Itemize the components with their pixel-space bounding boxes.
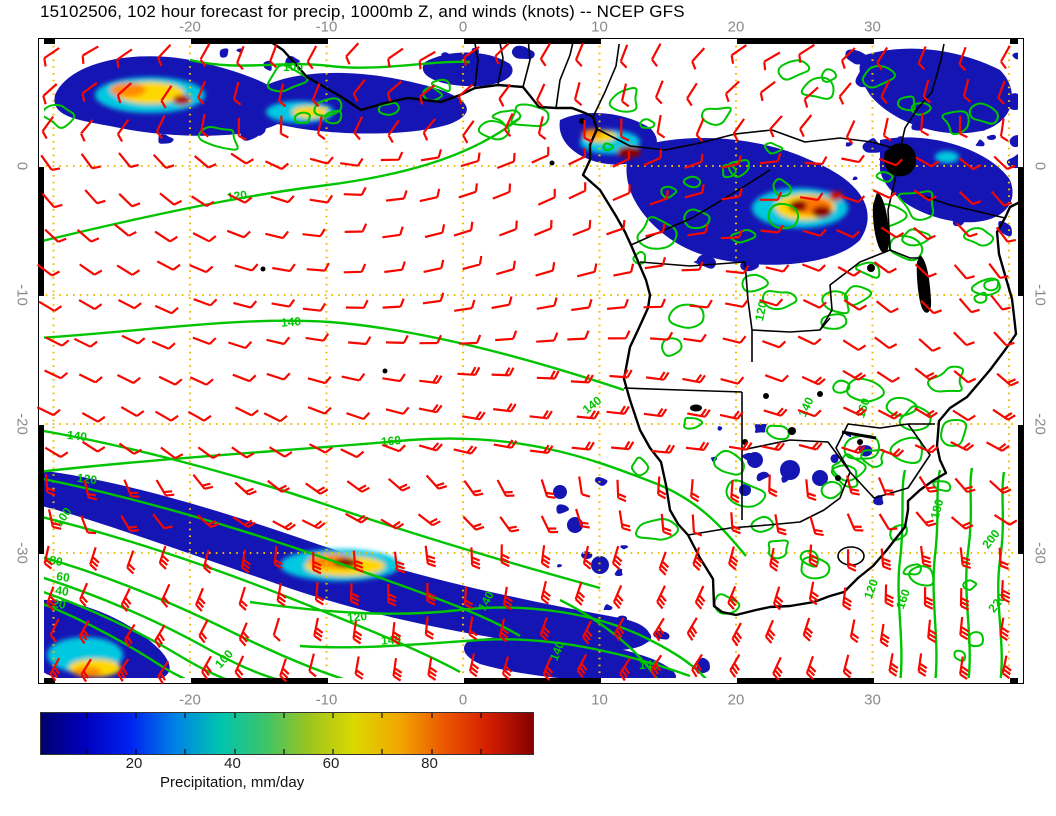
contour-label: 120 bbox=[76, 470, 98, 488]
lat-tick-left: -20 bbox=[13, 413, 31, 435]
contour-label: 140 bbox=[638, 658, 660, 672]
colorbar-tick bbox=[381, 713, 384, 718]
colorbar-tick bbox=[282, 713, 285, 718]
contour-label: 140 bbox=[280, 314, 302, 330]
colorbar-tick bbox=[479, 749, 482, 754]
colorbar-tick bbox=[430, 749, 433, 754]
contour-label: 80 bbox=[48, 552, 64, 570]
colorbar-tick bbox=[184, 749, 187, 754]
lon-tick-bottom: 10 bbox=[591, 691, 608, 709]
lon-tick-top: -10 bbox=[315, 18, 338, 36]
lon-tick-top: 0 bbox=[458, 18, 468, 36]
contour-label: 140 bbox=[380, 632, 402, 648]
colorbar-tick bbox=[85, 713, 88, 718]
colorbar-tick bbox=[332, 713, 334, 718]
contour-label: 120 bbox=[346, 608, 368, 626]
colorbar-tick bbox=[135, 749, 137, 754]
colorbar-tick-label: 20 bbox=[125, 755, 143, 772]
lat-tick-left: 0 bbox=[13, 161, 31, 171]
colorbar-tick-label: 40 bbox=[224, 755, 241, 772]
contour-label: 120 bbox=[226, 187, 248, 205]
colorbar-tick bbox=[332, 749, 334, 754]
colorbar-tick bbox=[135, 713, 137, 718]
colorbar-tick bbox=[479, 713, 482, 718]
contour-label: 100 bbox=[282, 60, 304, 74]
lat-tick-right: -30 bbox=[1031, 542, 1049, 564]
colorbar-tick-label: 80 bbox=[421, 755, 438, 772]
lon-tick-bottom: -20 bbox=[179, 691, 201, 709]
lon-tick-bottom: 0 bbox=[458, 691, 468, 709]
colorbar-tick-label: 60 bbox=[322, 755, 340, 772]
lon-tick-bottom: -10 bbox=[315, 691, 338, 709]
contour-label: 140 bbox=[66, 427, 88, 445]
colorbar-tick bbox=[430, 713, 433, 718]
lon-tick-bottom: 20 bbox=[727, 691, 745, 709]
map-title: 15102506, 102 hour forecast for precip, … bbox=[40, 2, 685, 21]
height-contours bbox=[39, 58, 1006, 683]
lon-tick-bottom: 30 bbox=[864, 691, 881, 709]
lat-tick-left: -30 bbox=[13, 542, 31, 564]
colorbar bbox=[40, 712, 534, 755]
lat-tick-left: -10 bbox=[13, 284, 31, 306]
colorbar-tick bbox=[233, 749, 236, 754]
lon-tick-top: -20 bbox=[179, 18, 201, 36]
contour-label: 160 bbox=[380, 432, 402, 450]
colorbar-caption: Precipitation, mm/day bbox=[160, 774, 305, 791]
lat-tick-right: -10 bbox=[1031, 284, 1049, 306]
colorbar-tick bbox=[282, 749, 285, 754]
colorbar-tick bbox=[233, 713, 236, 718]
lat-tick-right: -20 bbox=[1031, 413, 1049, 435]
lon-tick-top: 20 bbox=[727, 18, 745, 36]
lon-tick-top: 10 bbox=[591, 18, 608, 36]
colorbar-tick bbox=[85, 749, 88, 754]
lat-tick-right: 0 bbox=[1031, 161, 1049, 171]
lon-tick-top: 30 bbox=[864, 18, 881, 36]
colorbar-tick bbox=[184, 713, 187, 718]
contour-label: 20 bbox=[51, 596, 67, 612]
colorbar-tick bbox=[381, 749, 384, 754]
